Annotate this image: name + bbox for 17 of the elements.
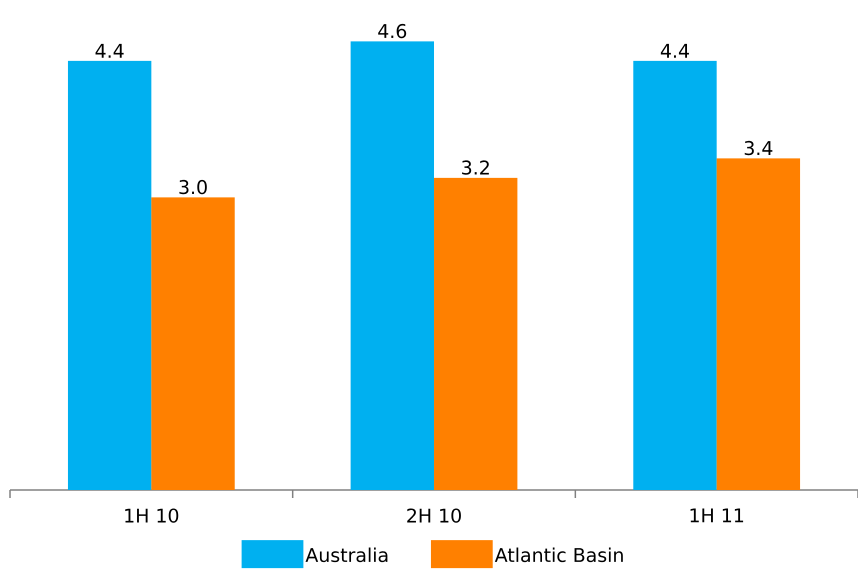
x-tick-label: 1H 11 — [690, 508, 744, 522]
bar — [68, 60, 152, 490]
data-label: 3.4 — [744, 140, 772, 156]
bar — [434, 178, 518, 490]
legend-label: Atlantic Basin — [494, 548, 623, 562]
data-label: 3.2 — [462, 160, 489, 175]
data-label: 3.0 — [179, 180, 207, 194]
bar — [716, 158, 800, 490]
data-label: 4.4 — [660, 44, 689, 58]
data-label: 4.4 — [96, 44, 124, 58]
bar — [151, 197, 235, 490]
bar — [633, 60, 717, 490]
bar — [350, 41, 434, 490]
data-label: 4.6 — [378, 24, 406, 38]
x-tick-label: 1H 10 — [125, 508, 178, 523]
legend-label: Australia — [306, 548, 388, 562]
x-tick-label: 2H 10 — [407, 508, 461, 523]
